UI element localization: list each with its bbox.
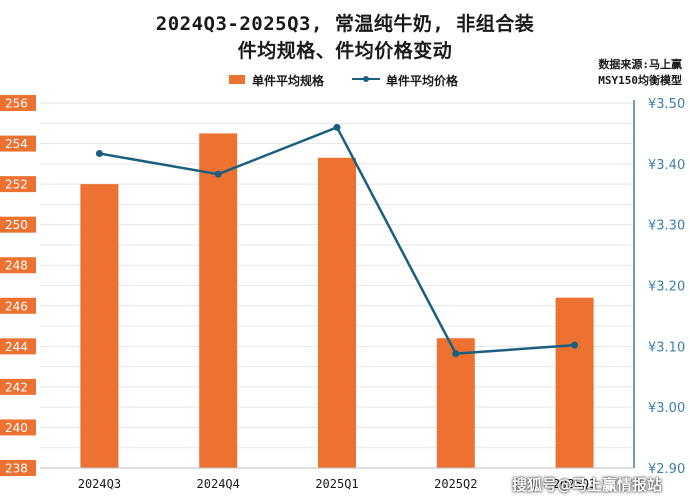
left-tick-label: 250	[5, 218, 28, 232]
right-tick-label: ¥3.00	[648, 401, 685, 416]
left-tick-box	[0, 338, 36, 355]
left-tick-label: 252	[5, 178, 28, 192]
left-tick-box	[0, 419, 36, 436]
left-tick-box	[0, 297, 36, 314]
source-line2: MSY150均衡模型	[598, 74, 682, 87]
price-point-2025Q1	[333, 123, 341, 131]
price-point-2025Q3	[571, 341, 579, 349]
legend-line-swatch	[352, 76, 380, 82]
x-tick-label: 2025Q1	[315, 477, 358, 491]
left-tick-label: 256	[5, 97, 28, 111]
x-tick-label: 2024Q4	[197, 477, 240, 491]
legend-line-label: 单件平均价格	[386, 74, 459, 88]
legend-bar-swatch	[229, 75, 245, 84]
left-tick-box	[0, 176, 36, 193]
bar-2025Q2	[436, 338, 475, 468]
left-tick-label: 244	[5, 340, 28, 354]
legend-bar-label: 单件平均规格	[252, 74, 325, 88]
right-tick-label: ¥3.50	[648, 97, 685, 112]
right-tick-label: ¥3.10	[648, 340, 685, 355]
right-tick-label: ¥3.20	[648, 280, 685, 295]
left-tick-label: 240	[5, 421, 28, 435]
chart-title-line2: 件均规格、件均价格变动	[237, 40, 453, 62]
left-tick-label: 246	[5, 299, 28, 313]
left-tick-label: 248	[5, 259, 28, 273]
bar-2024Q3	[80, 184, 119, 468]
left-tick-box	[0, 135, 36, 152]
left-tick-label: 254	[5, 137, 28, 151]
left-tick-box	[0, 216, 36, 233]
source-line1: 数据来源:马上赢	[598, 58, 682, 71]
right-tick-label: ¥2.90	[648, 462, 685, 477]
chart-title-line1: 2024Q3-2025Q3, 常温纯牛奶, 非组合装	[155, 13, 535, 35]
left-tick-label: 242	[5, 380, 28, 394]
left-tick-label: 238	[5, 462, 28, 476]
price-point-2024Q3	[95, 149, 103, 157]
price-point-2025Q2	[452, 350, 460, 358]
left-tick-box	[0, 378, 36, 395]
bar-2025Q3	[555, 297, 594, 468]
left-tick-box	[0, 257, 36, 274]
x-tick-label: 2024Q3	[78, 477, 121, 491]
x-tick-label: 2025Q3	[553, 477, 596, 491]
left-tick-box	[0, 95, 36, 111]
watermark: 搜狐号@马上赢情报站	[512, 476, 663, 494]
bar-2024Q4	[199, 133, 238, 468]
left-tick-box	[0, 460, 36, 476]
x-tick-label: 2025Q2	[434, 477, 477, 491]
right-tick-label: ¥3.30	[648, 219, 685, 234]
price-point-2024Q4	[214, 170, 222, 178]
bar-2025Q1	[318, 157, 356, 468]
right-tick-label: ¥3.40	[648, 158, 685, 173]
